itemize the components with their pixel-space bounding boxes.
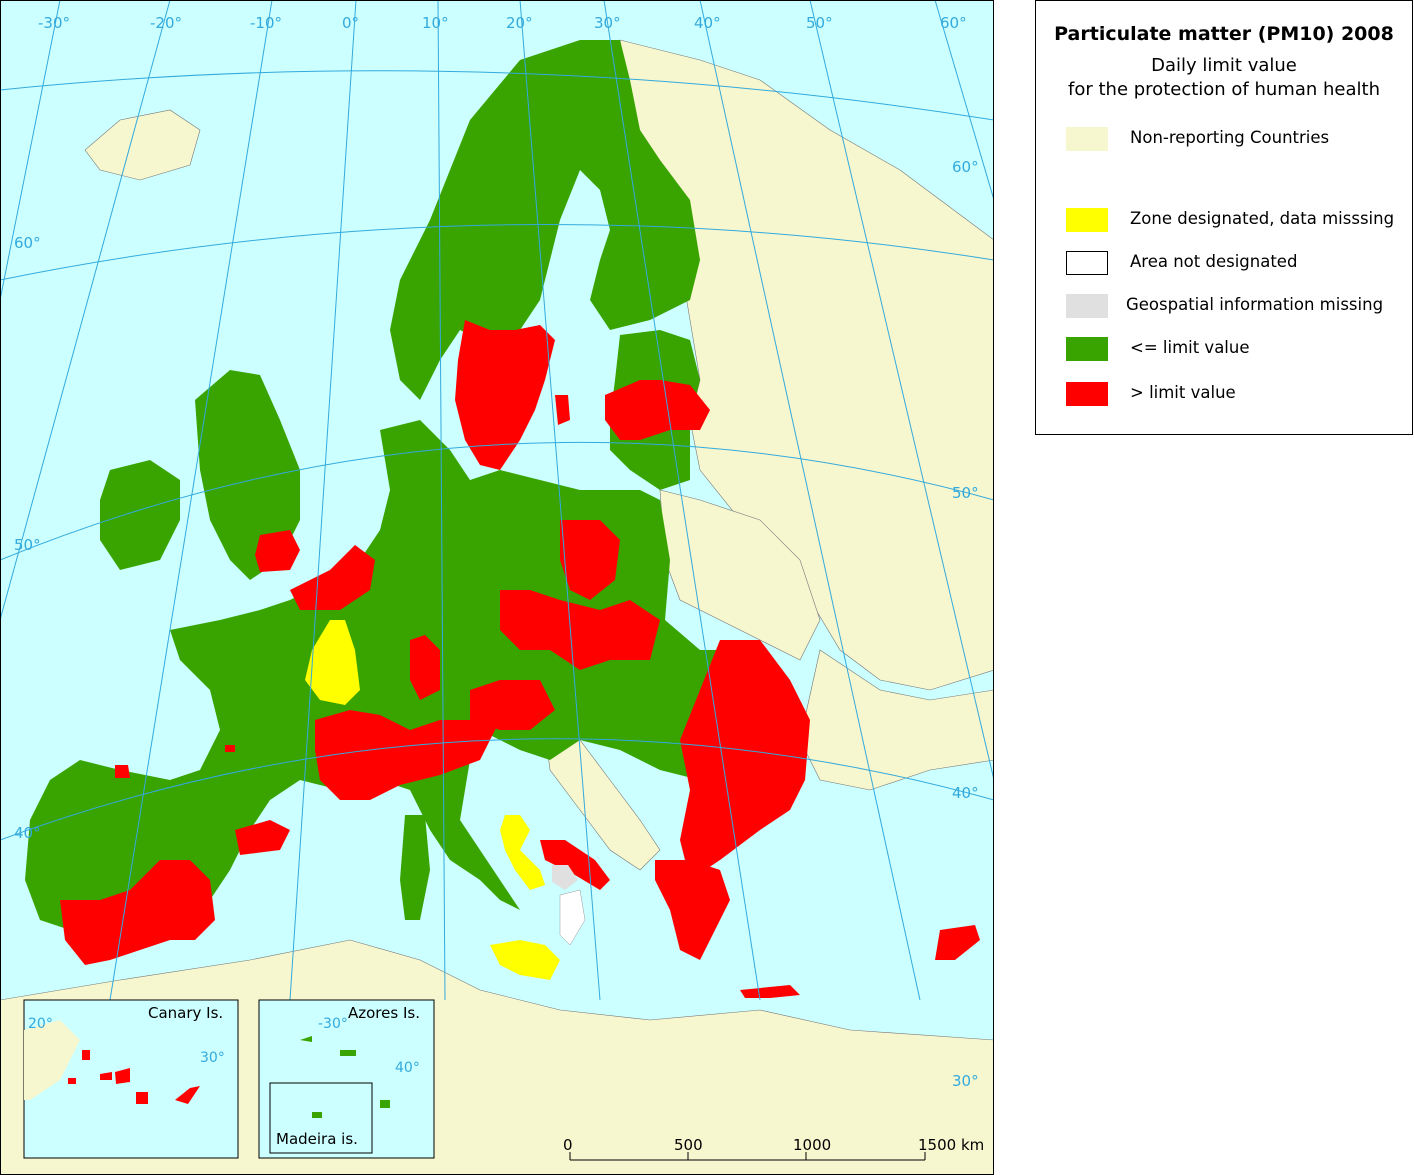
legend-swatch	[1066, 251, 1108, 275]
lat-label: 50°	[14, 536, 41, 554]
scale-bar: 0 500 1000 1500 km	[563, 1136, 984, 1161]
inset-azores-lon-label: -30°	[318, 1016, 348, 1032]
scale-label: 500	[674, 1136, 703, 1154]
lon-label: -20°	[150, 14, 182, 32]
legend-swatch	[1066, 294, 1108, 318]
above-limit-areas	[60, 320, 980, 998]
legend-label: <= limit value	[1130, 338, 1250, 357]
legend-subtitle: Daily limit value	[1151, 55, 1297, 76]
lon-label: 10°	[422, 14, 449, 32]
inset-canary-lat-label: 20°	[28, 1016, 53, 1032]
lat-label: 60°	[952, 158, 979, 176]
lon-label: -30°	[38, 14, 70, 32]
lat-label: 40°	[14, 824, 41, 842]
inset-canary: Canary Is. 20° 30°	[23, 999, 239, 1159]
lat-label: 40°	[952, 784, 979, 802]
legend-swatch	[1066, 382, 1108, 406]
legend-swatch	[1066, 208, 1108, 232]
lon-label: 30°	[594, 14, 621, 32]
scale-label: 1000	[793, 1136, 831, 1154]
legend-label: Geospatial information missing	[1126, 295, 1384, 314]
geospatial-missing-area	[552, 865, 578, 890]
scale-label: 0	[563, 1136, 573, 1154]
lat-label: 60°	[14, 234, 41, 252]
inset-canary-lat-label: 30°	[200, 1050, 225, 1066]
lon-label: 60°	[940, 14, 967, 32]
lon-label: -10°	[250, 14, 282, 32]
legend-label: > limit value	[1130, 383, 1236, 402]
graticule	[0, 0, 994, 1001]
legend-subtitle: for the protection of human health	[1068, 79, 1380, 100]
inset-madeira-title: Madeira is.	[276, 1130, 358, 1148]
data-missing-zones	[305, 620, 560, 980]
inset-azores-lat-label: 40°	[395, 1060, 420, 1076]
lon-label: 50°	[806, 14, 833, 32]
legend: Particulate matter (PM10) 2008 Daily lim…	[1035, 0, 1413, 435]
lat-label: 50°	[952, 484, 979, 502]
legend-label: Area not designated	[1130, 252, 1298, 271]
inset-canary-title: Canary Is.	[148, 1004, 223, 1022]
non-reporting-land	[0, 39, 994, 1175]
lon-label: 40°	[694, 14, 721, 32]
legend-swatch	[1066, 127, 1108, 151]
inset-azores-title: Azores Is.	[348, 1004, 420, 1022]
scale-label: 1500 km	[918, 1136, 984, 1154]
lon-label: 20°	[506, 14, 533, 32]
legend-label: Zone designated, data misssing	[1130, 209, 1395, 228]
lon-label: 0°	[342, 14, 359, 32]
not-designated-area	[559, 889, 586, 946]
inset-azores: Azores Is. -30° 40° Madeira is.	[258, 999, 435, 1159]
legend-label: Non-reporting Countries	[1130, 128, 1330, 147]
lat-label: 30°	[952, 1072, 979, 1090]
europe-pm10-map: -30° -20° -10° 0° 10° 20° 30° 40° 50° 60…	[0, 0, 994, 1175]
legend-swatch	[1066, 337, 1108, 361]
legend-title: Particulate matter (PM10) 2008	[1054, 23, 1394, 45]
